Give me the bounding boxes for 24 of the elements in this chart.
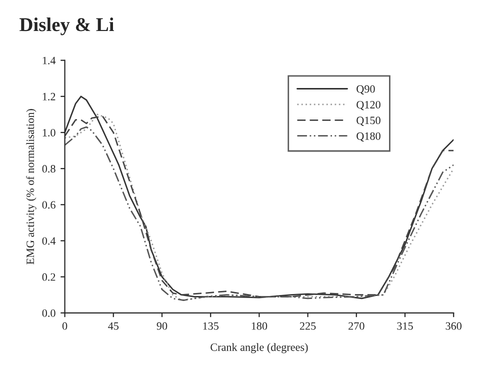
x-tick-label: 45: [108, 322, 119, 330]
x-tick-label: 360: [446, 322, 462, 330]
chart-title: Disley & Li: [20, 18, 114, 36]
x-tick-label: 225: [300, 322, 316, 330]
y-tick-label: 1.4: [42, 56, 56, 64]
x-tick-label: 315: [397, 322, 413, 330]
y-tick-label: 1.2: [42, 92, 56, 100]
legend-label: Q150: [356, 116, 380, 126]
legend-label: Q90: [356, 85, 375, 94]
y-tick-label: 0.2: [42, 273, 56, 281]
x-axis-title: Crank angle (degrees): [210, 343, 308, 354]
x-tick-label: 135: [203, 322, 218, 330]
x-tick-label: 270: [348, 322, 364, 330]
x-tick-label: 180: [252, 322, 268, 330]
x-tick-label: 0: [62, 322, 68, 330]
y-axis-title: EMG activity (% of normalisation): [26, 109, 36, 264]
y-tick-label: 0.4: [42, 237, 56, 245]
legend-label: Q180: [356, 132, 380, 142]
legend-label: Q120: [356, 100, 380, 110]
x-tick-label: 90: [156, 322, 168, 330]
y-tick-label: 1.0: [42, 128, 56, 136]
y-tick-label: 0.0: [42, 309, 56, 317]
y-tick-label: 0.6: [42, 201, 56, 209]
y-tick-label: 0.8: [42, 165, 56, 173]
